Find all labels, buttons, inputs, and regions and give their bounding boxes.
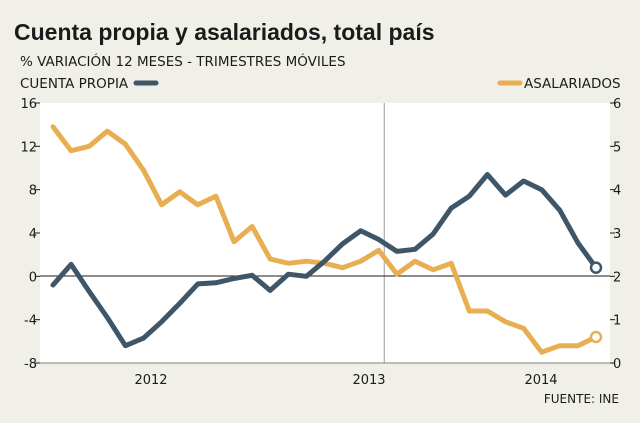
plot-area xyxy=(40,103,610,364)
plot-background xyxy=(40,103,610,363)
y-right-tick-label-2: 2 xyxy=(613,270,621,285)
x-tick-label-2012: 2012 xyxy=(134,373,167,388)
y-right-tick-label-3: 3 xyxy=(613,227,621,242)
year-dividers xyxy=(383,103,385,363)
y-left-tick-label--4: -4 xyxy=(24,314,37,329)
y-right-tick-label-0: 0 xyxy=(613,357,621,372)
x-tick-label-2014: 2014 xyxy=(524,373,557,388)
y-right-tick-label-6: 6 xyxy=(613,97,621,112)
x-axis: 2012 2013 2014 xyxy=(134,373,557,388)
legend-label-cuenta-propia: CUENTA PROPIA xyxy=(20,76,129,92)
y-left-tick-label-16: 16 xyxy=(20,97,37,112)
y-left-tick-label-8: 8 xyxy=(29,184,37,199)
y-right-tick-label-1: 1 xyxy=(613,314,621,329)
y-axis-right: 0 1 2 3 4 5 6 xyxy=(610,97,621,372)
y-right-tick-label-5: 5 xyxy=(613,140,621,155)
chart-title: Cuenta propia y asalariados, total país xyxy=(14,19,435,45)
y-left-tick-label-12: 12 xyxy=(20,140,37,155)
y-left-tick-label-4: 4 xyxy=(29,227,37,242)
legend: CUENTA PROPIA ASALARIADOS xyxy=(20,76,621,92)
y-left-tick-label--8: -8 xyxy=(24,357,37,372)
legend-label-asalariados: ASALARIADOS xyxy=(524,76,621,92)
y-left-tick-label-0: 0 xyxy=(29,270,37,285)
series-end-marker-asalariados xyxy=(589,330,603,344)
series-line-cuenta-propia xyxy=(50,172,599,349)
y-right-tick-label-4: 4 xyxy=(613,184,621,199)
x-tick-label-2013: 2013 xyxy=(352,373,385,388)
series-end-marker-cuenta-propia xyxy=(589,261,603,274)
series-lines xyxy=(50,124,603,355)
chart-subtitle: % VARIACIÓN 12 MESES - TRIMESTRES MÓVILE… xyxy=(20,52,346,70)
chart-source: FUENTE: INE xyxy=(544,392,619,406)
y-axis-left: -8 -4 0 4 8 12 16 xyxy=(20,97,40,372)
